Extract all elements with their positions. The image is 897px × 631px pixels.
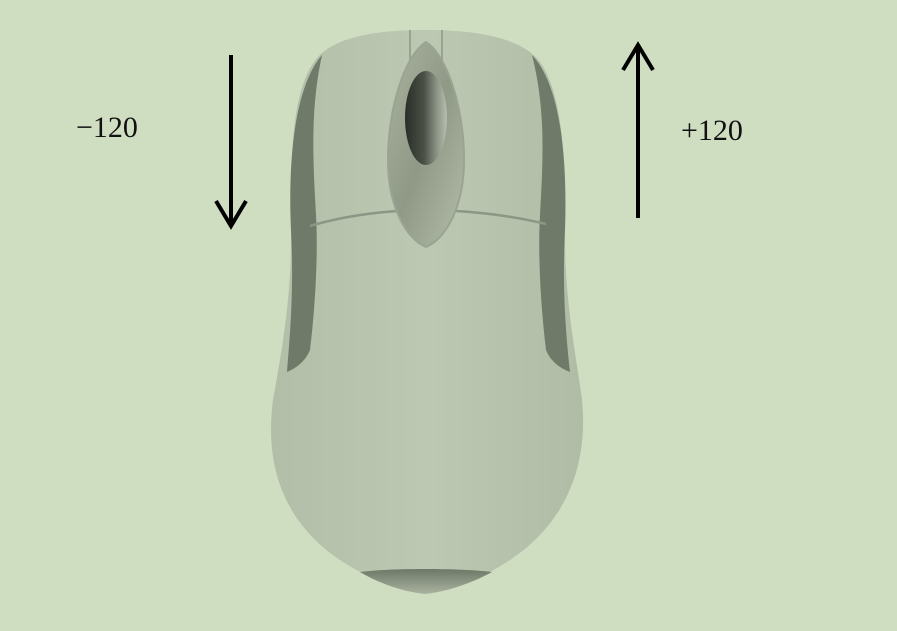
- right-grip: [532, 55, 570, 372]
- scroll-down-value: −120: [76, 111, 138, 144]
- scroll-wheel-icon: [405, 71, 447, 165]
- left-grip: [287, 55, 322, 372]
- rear-accent: [360, 569, 492, 594]
- mouse-icon: [271, 30, 584, 594]
- mouse-body: [271, 30, 584, 594]
- arrow-down-icon: [214, 55, 248, 230]
- scroll-up-value: +120: [681, 114, 743, 147]
- arrow-up-icon: [621, 41, 655, 218]
